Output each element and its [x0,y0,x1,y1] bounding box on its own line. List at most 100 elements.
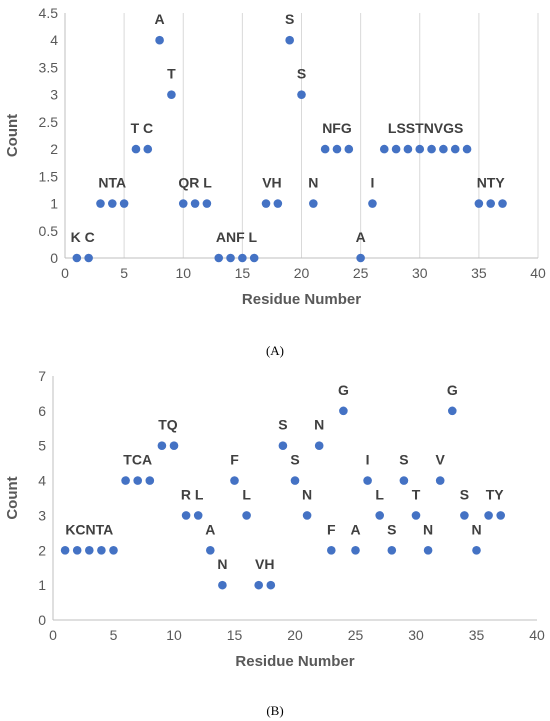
data-point [218,580,227,590]
point-label: TY [486,486,505,502]
data-point [368,199,377,208]
y-tick-label: 5 [38,438,46,454]
data-point [423,545,433,555]
data-point [332,144,342,154]
point-label: I [371,175,375,191]
data-point [484,511,493,520]
data-point [375,511,385,520]
data-point [439,144,448,154]
data-point [415,144,425,154]
data-point [145,476,155,485]
data-point [290,476,300,485]
data-point [391,144,401,154]
x-tick-label: 35 [469,627,485,643]
data-point [399,476,409,485]
point-label: A [350,521,360,537]
data-point [202,199,212,208]
data-point [157,441,167,451]
point-label: LSSTNVGS [388,120,463,136]
data-point [498,199,507,208]
data-point [496,511,506,520]
x-tick-label: 5 [110,627,118,643]
point-label: L [375,486,384,502]
x-tick-label: 30 [412,265,428,281]
data-point [486,199,496,208]
y-tick-label: 4 [38,473,46,489]
point-label: S [278,417,287,433]
point-label: I [366,452,370,468]
data-point [193,511,203,520]
data-point [327,545,336,555]
y-tick-label: 1 [50,196,58,212]
y-tick-label: 1 [38,577,46,593]
point-label: N [314,417,324,433]
point-label: T [167,66,176,82]
data-point [411,511,421,520]
data-point [351,545,360,555]
data-point [155,35,164,45]
data-point [109,545,118,555]
data-point [379,144,389,154]
point-label: V [436,452,446,468]
x-tick-label: 10 [175,265,191,281]
point-label: N [302,486,312,502]
point-label: N [217,556,227,572]
data-point [261,199,271,208]
point-label: N [471,521,481,537]
data-point [273,199,283,208]
data-point [131,144,141,154]
point-label: ANF L [216,229,258,245]
data-point [60,545,70,555]
x-tick-label: 10 [166,627,182,643]
y-tick-label: 3 [50,87,58,103]
data-point [356,253,365,263]
point-label: S [387,521,396,537]
data-point [226,253,235,263]
y-tick-label: 3.5 [39,59,59,75]
y-tick-label: 4 [50,32,58,48]
point-label: NTY [477,175,506,191]
caption-a: (A) [265,343,285,358]
y-tick-label: 1.5 [39,168,59,184]
data-point [121,476,130,485]
x-tick-label: 20 [294,265,310,281]
point-label: S [399,452,408,468]
point-label: TCA [123,452,152,468]
data-point [435,476,445,485]
point-label: S [297,66,306,82]
data-point [403,144,413,154]
x-tick-label: 15 [235,265,251,281]
point-label: A [356,229,366,245]
y-axis-title: Count [4,114,21,157]
data-point [297,90,306,99]
point-label: F [230,452,239,468]
data-point [133,476,142,485]
data-point [460,511,469,520]
point-label: K C [71,229,95,245]
x-tick-label: 15 [227,627,243,643]
data-point [339,406,348,416]
x-tick-label: 20 [287,627,303,643]
y-tick-label: 6 [38,403,46,419]
data-point [143,144,153,154]
y-tick-label: 0 [50,250,58,266]
data-point [314,441,324,451]
data-point [85,545,94,555]
data-point [169,441,179,451]
point-label: G [338,382,349,398]
chart-a: 0 5 10 15 20 25 30 35 40 0 0.5 1 1.5 2 2.5 3 3.5 4 4.5 Resi… [4,5,546,308]
point-label: T [412,486,421,502]
y-tick-label: 4.5 [39,5,59,21]
y-tick-label: 2 [50,141,58,157]
point-label: VH [255,556,274,572]
x-tick-label: 30 [408,627,424,643]
y-tick-label: 2 [38,542,46,558]
x-axis-title: Residue Number [235,653,354,670]
data-point [472,545,481,555]
data-point [167,90,176,99]
y-tick-label: 0 [38,612,46,628]
data-point [462,144,472,154]
data-point [427,144,436,154]
data-point [72,545,82,555]
x-axis-title: Residue Number [242,291,361,308]
